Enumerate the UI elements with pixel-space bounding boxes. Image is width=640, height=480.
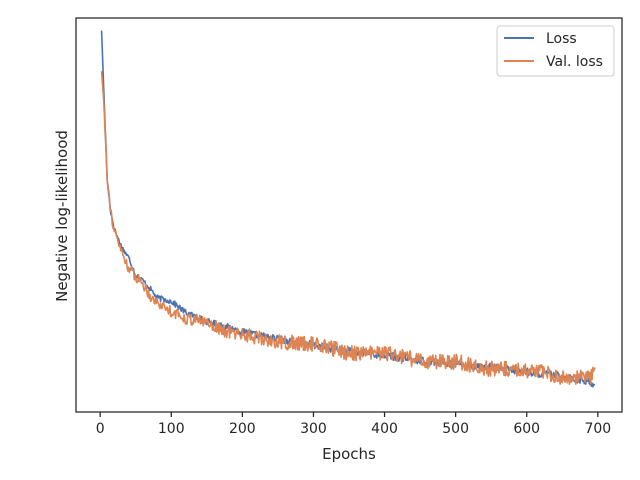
x-axis-label: Epochs <box>322 445 376 463</box>
series-layer <box>100 30 596 388</box>
x-tick-label: 600 <box>513 421 540 437</box>
legend-label-loss: Loss <box>546 31 577 47</box>
x-tick-label: 700 <box>584 421 611 437</box>
x-axis-ticks: 0 100 200 300 400 500 600 700 <box>96 412 611 437</box>
legend: Loss Val. loss <box>496 25 615 77</box>
x-tick-label: 200 <box>229 421 256 437</box>
legend-label-val-loss: Val. loss <box>546 54 603 70</box>
x-tick-label: 500 <box>442 421 469 437</box>
y-axis-label: Negative log-likelihood <box>53 130 71 302</box>
x-tick-label: 400 <box>371 421 398 437</box>
x-tick-label: 100 <box>158 421 185 437</box>
series-line-val-loss <box>100 71 596 386</box>
x-tick-label: 0 <box>96 421 105 437</box>
plot-area-frame <box>75 17 623 413</box>
x-tick-label: 300 <box>300 421 327 437</box>
